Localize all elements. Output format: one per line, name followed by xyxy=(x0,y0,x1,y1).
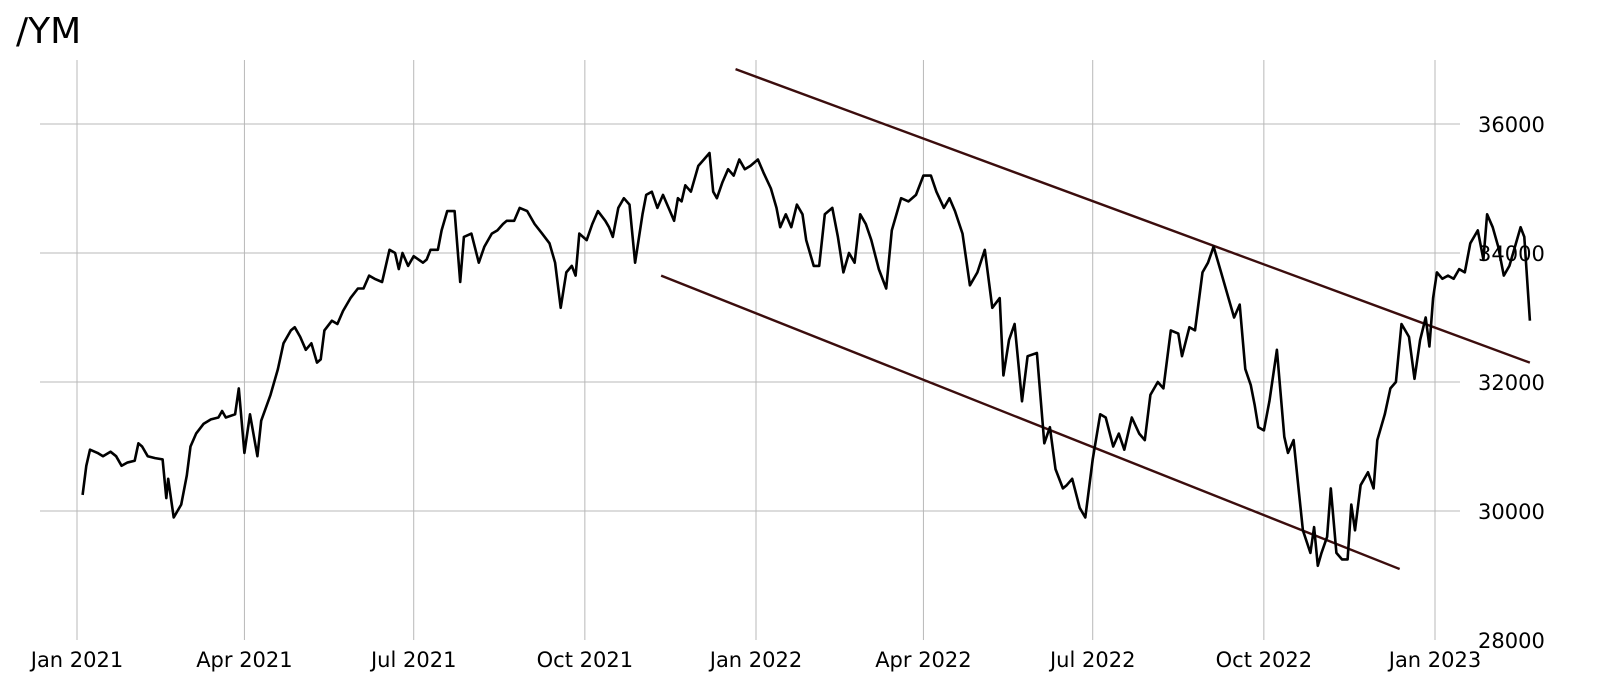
y-tick-label: 36000 xyxy=(1478,113,1545,137)
x-tick-label: Apr 2021 xyxy=(196,648,292,672)
chart-title: /YM xyxy=(16,11,82,52)
x-tick-label: Apr 2022 xyxy=(875,648,971,672)
x-axis-ticks: Jan 2021 Apr 2021 Jul 2021 Oct 2021 Jan 2022… xyxy=(29,648,1482,672)
x-tick-label: Jul 2021 xyxy=(369,648,456,672)
y-tick-label: 30000 xyxy=(1478,500,1545,524)
x-tick-label: Jul 2022 xyxy=(1048,648,1135,672)
price-line xyxy=(81,151,1532,568)
x-tick-label: Oct 2021 xyxy=(537,648,633,672)
y-tick-label: 32000 xyxy=(1478,371,1545,395)
x-tick-label: Jan 2023 xyxy=(1387,648,1482,672)
x-tick-label: Jan 2021 xyxy=(29,648,124,672)
x-tick-label: Oct 2022 xyxy=(1216,648,1312,672)
gridlines xyxy=(40,60,1460,640)
channel-lower-line xyxy=(660,274,1401,571)
y-tick-label: 28000 xyxy=(1478,629,1545,653)
channel-trendlines xyxy=(660,68,1531,571)
channel-upper-line xyxy=(735,68,1531,364)
x-tick-label: Jan 2022 xyxy=(708,648,803,672)
